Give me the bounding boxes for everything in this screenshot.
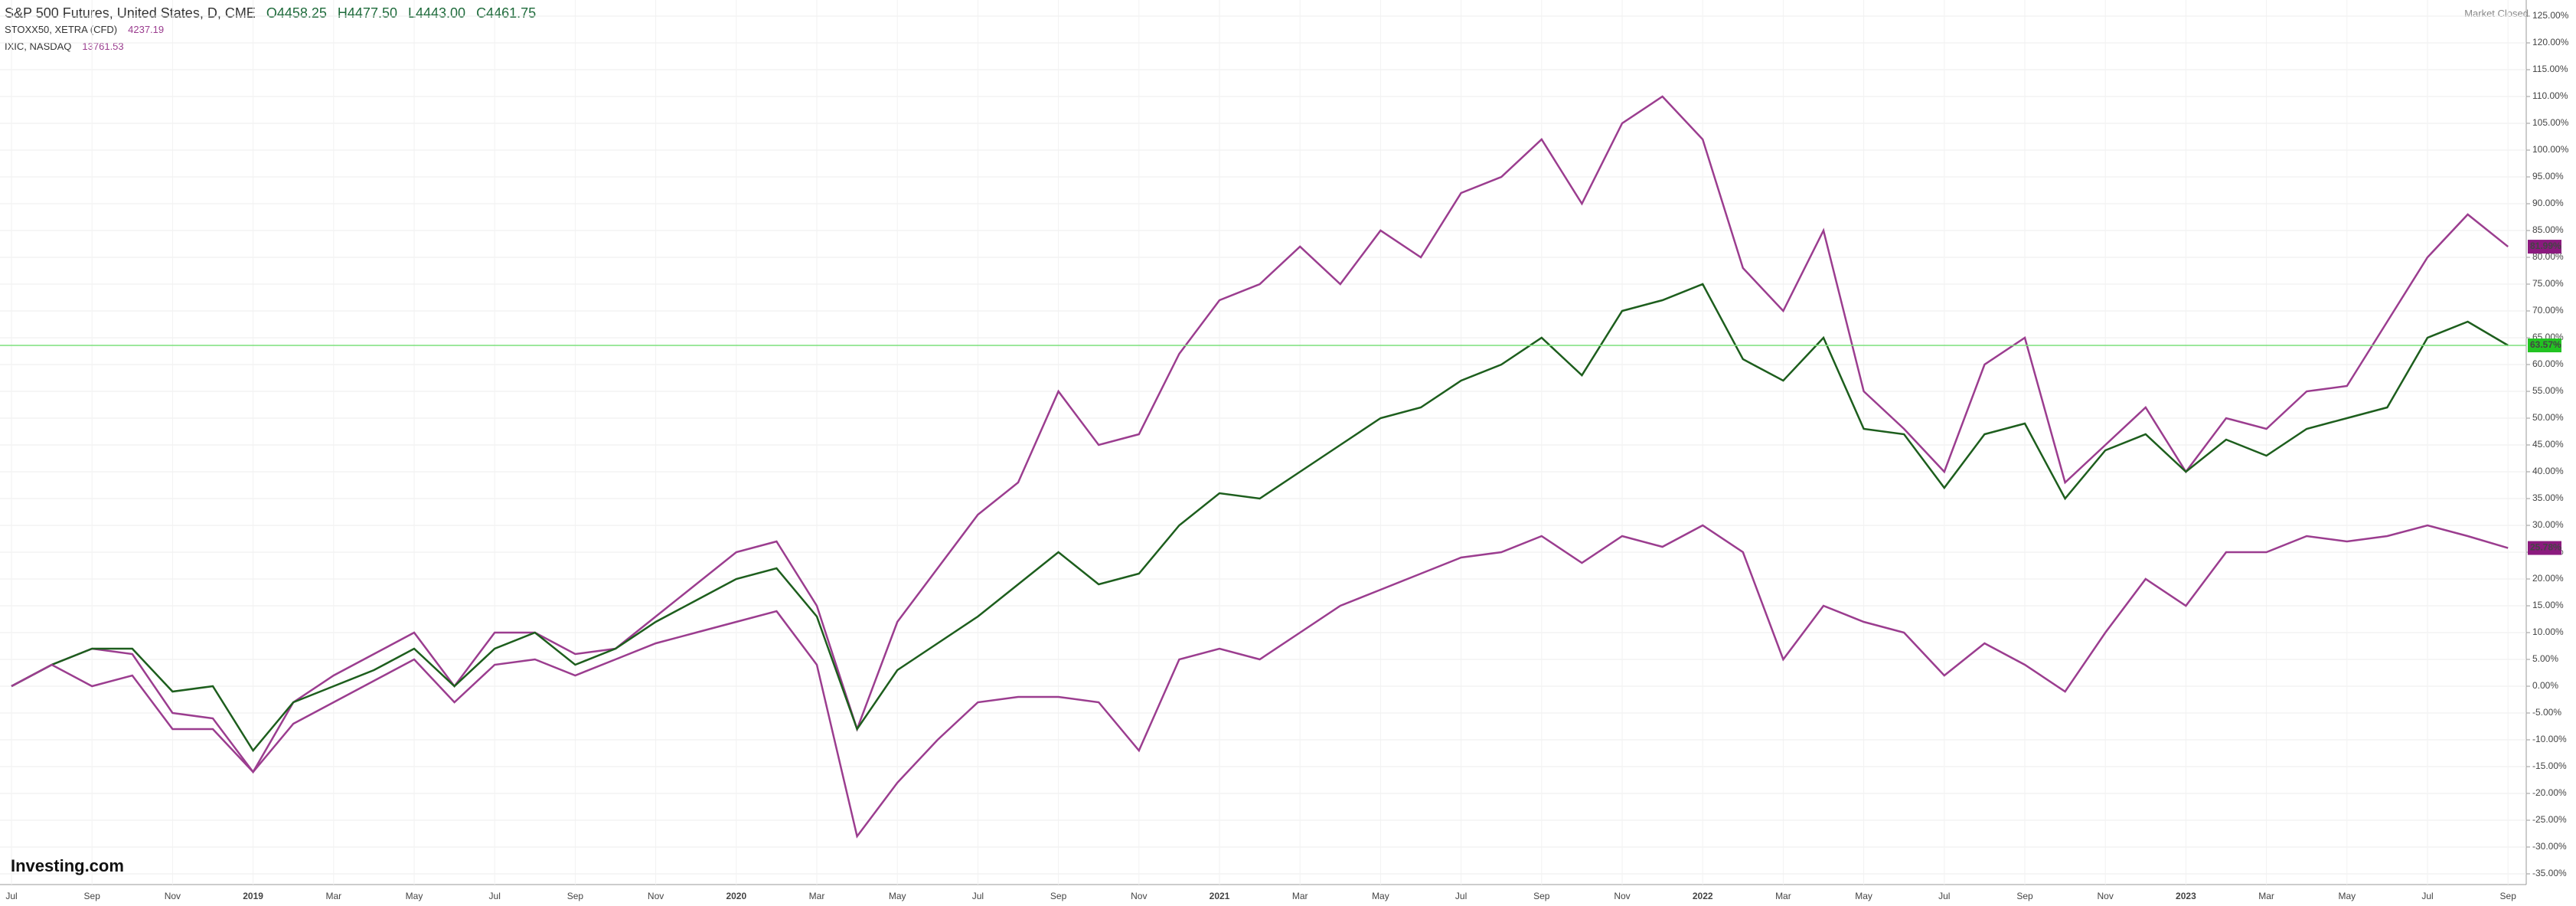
- x-tick-label: May: [1372, 891, 1389, 901]
- x-tick-label: Nov: [2098, 891, 2114, 901]
- compare-value: 4237.19: [128, 24, 165, 35]
- value-label: 63.57%: [2530, 339, 2561, 350]
- x-tick-label: Jul: [972, 891, 984, 901]
- compare-value: 13761.53: [82, 41, 124, 52]
- x-tick-label: Sep: [84, 891, 101, 901]
- value-badge: [2528, 541, 2561, 555]
- y-tick-label: 120.00%: [2532, 37, 2569, 47]
- y-tick-label: 75.00%: [2532, 278, 2564, 289]
- x-tick-label: Jul: [489, 891, 501, 901]
- y-tick-label: 85.00%: [2532, 224, 2564, 235]
- y-tick-label: 35.00%: [2532, 492, 2564, 503]
- compare-name[interactable]: IXIC, NASDAQ: [5, 41, 72, 52]
- x-tick-label: Jul: [1455, 891, 1467, 901]
- symbol-title[interactable]: S&P 500 Futures, United States, D, CME: [5, 5, 256, 21]
- low: L4443.00: [407, 5, 466, 21]
- x-tick-label: 2021: [1210, 891, 1230, 901]
- x-tick-label: Jul: [2421, 891, 2433, 901]
- x-tick-label: Nov: [165, 891, 181, 901]
- x-tick-label: Mar: [1775, 891, 1791, 901]
- y-tick-label: 45.00%: [2532, 439, 2564, 450]
- y-tick-label: 50.00%: [2532, 412, 2564, 423]
- series-line: [11, 524, 2509, 839]
- y-tick-label: -20.00%: [2532, 787, 2567, 798]
- series-line: [11, 283, 2509, 753]
- x-tick-label: Nov: [1614, 891, 1630, 901]
- x-tick-label: Jul: [5, 891, 17, 901]
- open: O4458.25: [266, 5, 327, 21]
- y-tick-label: -15.00%: [2532, 760, 2567, 771]
- x-tick-label: Sep: [1050, 891, 1067, 901]
- y-tick-label: 95.00%: [2532, 171, 2564, 182]
- y-tick-label: -5.00%: [2532, 707, 2561, 718]
- close: C4461.75: [476, 5, 537, 21]
- y-tick-label: 90.00%: [2532, 198, 2564, 208]
- y-tick-label: 40.00%: [2532, 466, 2564, 476]
- x-tick-label: Sep: [1533, 891, 1550, 901]
- value-badge: [2528, 339, 2561, 353]
- brand-logo: Investing.com: [11, 856, 124, 875]
- x-tick-label: May: [889, 891, 906, 901]
- value-badge: [2528, 240, 2561, 254]
- compare-name[interactable]: STOXX50, XETRA (CFD): [5, 24, 118, 35]
- y-tick-label: 100.00%: [2532, 144, 2569, 155]
- x-tick-label: Sep: [2500, 891, 2517, 901]
- x-tick-label: Mar: [1292, 891, 1308, 901]
- header: S&P 500 Futures, United States, D, CME O4…: [5, 5, 547, 55]
- x-tick-label: May: [1855, 891, 1872, 901]
- y-tick-label: 30.00%: [2532, 519, 2564, 530]
- y-tick-label: 105.00%: [2532, 117, 2569, 128]
- x-tick-label: Mar: [2258, 891, 2274, 901]
- x-tick-label: Jul: [1938, 891, 1950, 901]
- y-tick-label: 70.00%: [2532, 305, 2564, 316]
- x-tick-label: Nov: [1131, 891, 1147, 901]
- y-tick-label: 15.00%: [2532, 600, 2564, 610]
- x-tick-label: 2022: [1693, 891, 1713, 901]
- y-tick-label: 80.00%: [2532, 251, 2564, 262]
- y-tick-label: 60.00%: [2532, 358, 2564, 369]
- y-tick-label: 110.00%: [2532, 90, 2568, 101]
- x-tick-label: 2019: [243, 891, 263, 901]
- y-tick-label: 115.00%: [2532, 64, 2568, 74]
- y-tick-label: 20.00%: [2532, 573, 2564, 584]
- high: H4477.50: [337, 5, 397, 21]
- y-tick-label: 5.00%: [2532, 653, 2558, 664]
- x-tick-label: 2023: [2176, 891, 2196, 901]
- y-tick-label: 55.00%: [2532, 385, 2564, 396]
- x-tick-label: May: [406, 891, 423, 901]
- y-tick-label: 10.00%: [2532, 626, 2564, 637]
- value-label: 81.99%: [2530, 240, 2561, 251]
- x-tick-label: Sep: [2016, 891, 2033, 901]
- y-tick-label: -10.00%: [2532, 734, 2567, 744]
- y-tick-label: 125.00%: [2532, 10, 2569, 21]
- x-tick-label: May: [2338, 891, 2356, 901]
- x-tick-label: Mar: [809, 891, 825, 901]
- x-tick-label: Nov: [648, 891, 664, 901]
- y-tick-label: -35.00%: [2532, 868, 2567, 878]
- series-line: [11, 95, 2509, 774]
- x-tick-label: Mar: [325, 891, 341, 901]
- x-tick-label: Sep: [567, 891, 584, 901]
- y-tick-label: -25.00%: [2532, 814, 2567, 825]
- y-tick-label: -30.00%: [2532, 841, 2567, 852]
- x-tick-label: 2020: [726, 891, 746, 901]
- y-tick-label: 0.00%: [2532, 680, 2558, 691]
- value-label: 25.78%: [2530, 542, 2561, 553]
